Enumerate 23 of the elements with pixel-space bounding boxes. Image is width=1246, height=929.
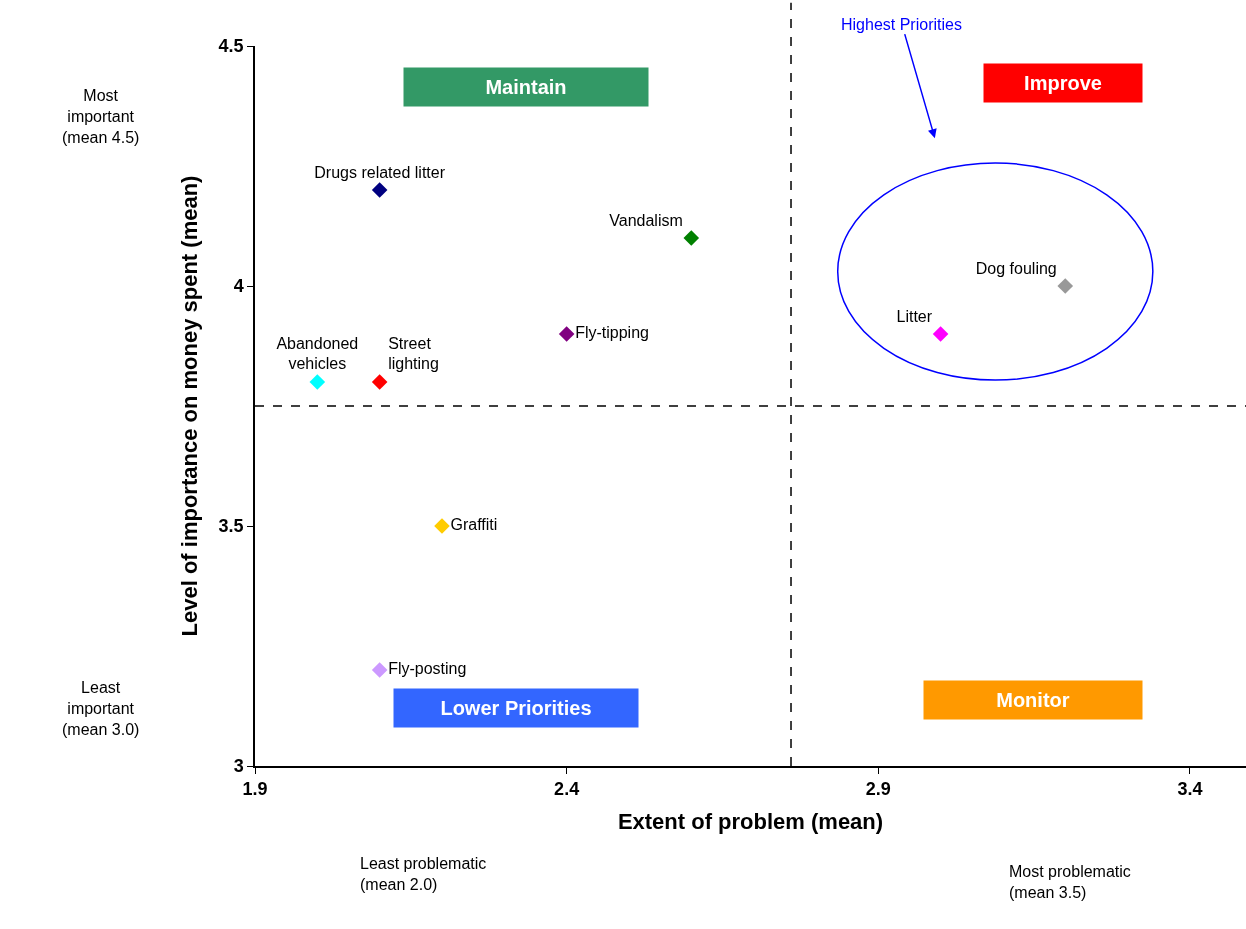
y-tick-label: 3	[233, 756, 244, 777]
annotation: Maintain	[485, 76, 567, 98]
series-label: Fly-posting	[388, 660, 467, 677]
series-label: Dog fouling	[975, 259, 1057, 277]
series-label: Fly-tipping	[575, 324, 649, 341]
x-tick-label: 2.4	[554, 779, 580, 800]
y-tick-label: 4.5	[218, 36, 244, 57]
x-tick-label: 2.9	[865, 779, 891, 800]
x-tick-label: 3.4	[1177, 779, 1203, 800]
series-label: Vandalism	[609, 211, 683, 229]
annotation: Monitor	[996, 689, 1070, 711]
x-axis-title: Extent of problem (mean)	[617, 808, 884, 834]
series-label: Street lighting	[388, 334, 439, 373]
y-tick-label: 3.5	[218, 516, 244, 537]
y-tick-label: 4	[233, 276, 244, 297]
annotation: Improve	[1024, 72, 1102, 94]
series-label: Abandoned vehicles	[276, 334, 359, 373]
series-label: Graffiti	[450, 516, 498, 533]
x-tick-label: 1.9	[242, 779, 268, 800]
series-label: Drugs related litter	[314, 163, 446, 181]
series-label: Litter	[896, 307, 933, 325]
annotation: Lower Priorities	[440, 697, 592, 719]
y-axis-title: Level of importance on money spent (mean)	[176, 175, 202, 637]
